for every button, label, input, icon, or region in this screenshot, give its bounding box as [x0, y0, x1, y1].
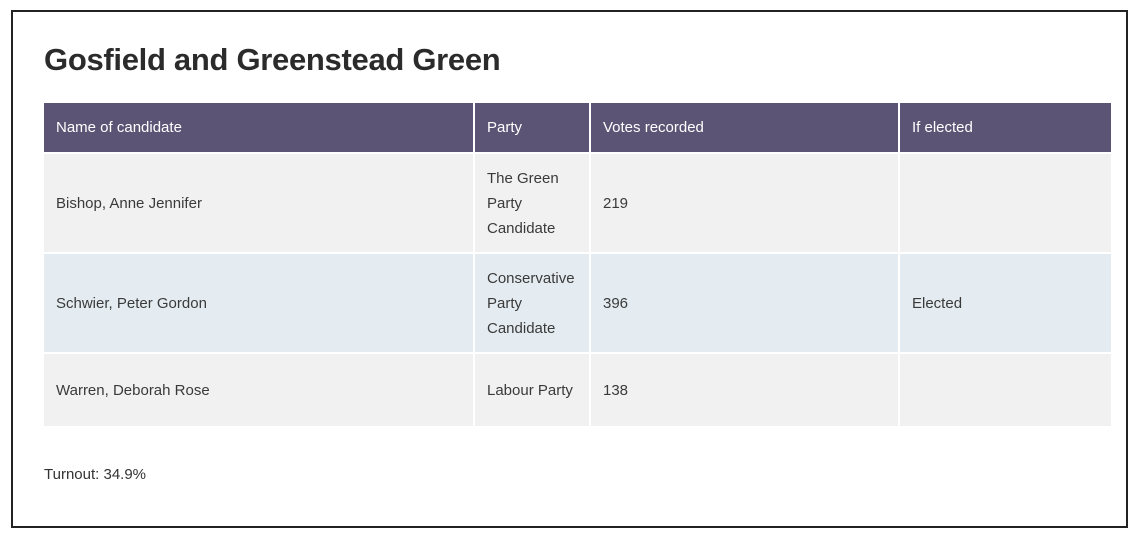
table-header-row: Name of candidate Party Votes recorded I… [44, 103, 1111, 153]
table-row: Schwier, Peter Gordon Conservative Party… [44, 252, 1111, 353]
turnout-text: Turnout: 34.9% [44, 466, 147, 483]
results-table: Name of candidate Party Votes recorded I… [44, 103, 1111, 426]
party-cell: Labour Party [474, 352, 591, 426]
candidate-name-cell: Warren, Deborah Rose [44, 352, 475, 426]
table-row: Warren, Deborah Rose Labour Party 138 [44, 352, 1111, 426]
party-cell: Conservative Party Candidate [474, 252, 591, 353]
elected-cell: Elected [899, 252, 1111, 353]
votes-cell: 219 [590, 152, 900, 253]
page-title: Gosfield and Greenstead Green [44, 42, 501, 77]
party-cell: The Green Party Candidate [474, 152, 591, 253]
elected-cell [899, 152, 1111, 253]
column-header-party: Party [474, 103, 591, 153]
votes-cell: 138 [590, 352, 900, 426]
column-header-candidate: Name of candidate [44, 103, 475, 153]
votes-cell: 396 [590, 252, 900, 353]
candidate-name-cell: Schwier, Peter Gordon [44, 252, 475, 353]
table-row: Bishop, Anne Jennifer The Green Party Ca… [44, 152, 1111, 253]
column-header-elected: If elected [899, 103, 1111, 153]
candidate-name-cell: Bishop, Anne Jennifer [44, 152, 475, 253]
results-panel: Gosfield and Greenstead Green Name of ca… [11, 10, 1128, 528]
elected-cell [899, 352, 1111, 426]
column-header-votes: Votes recorded [590, 103, 900, 153]
